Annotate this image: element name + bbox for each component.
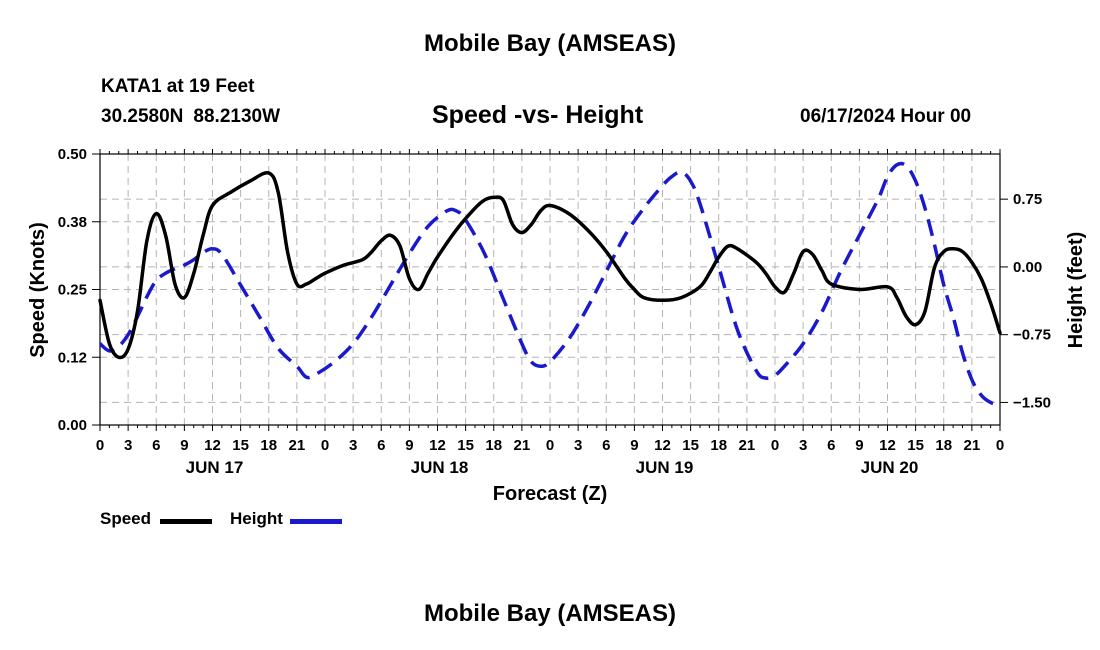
x-tick-label: 12 bbox=[204, 437, 221, 454]
x-tick-label: 3 bbox=[349, 437, 357, 454]
legend-label-height: Height bbox=[230, 509, 283, 528]
x-tick-label: 18 bbox=[485, 437, 502, 454]
x-tick-label: 6 bbox=[827, 437, 835, 454]
y-right-tick-label: −1.50 bbox=[1013, 394, 1051, 411]
x-tick-label: 18 bbox=[260, 437, 277, 454]
x-tick-label: 18 bbox=[935, 437, 952, 454]
y-right-tick-label: 0.00 bbox=[1013, 259, 1042, 276]
x-tick-label: 15 bbox=[232, 437, 249, 454]
axis-labels: 0 3 6 9 12 15 18 21 0 3 6 9 12 15 18 21 0 3 6 9 12 15 18 21 0 3 6 9… bbox=[58, 146, 1051, 477]
x-tick-label: 15 bbox=[457, 437, 474, 454]
x-day-label: JUN 18 bbox=[411, 458, 469, 477]
x-tick-label: 9 bbox=[180, 437, 188, 454]
grid-lines bbox=[100, 154, 1000, 425]
x-tick-label: 6 bbox=[602, 437, 610, 454]
x-tick-label: 18 bbox=[710, 437, 727, 454]
y-left-tick-label: 0.00 bbox=[58, 417, 87, 434]
y-left-tick-label: 0.38 bbox=[58, 214, 87, 231]
x-tick-label: 6 bbox=[152, 437, 160, 454]
legend-label-speed: Speed bbox=[100, 509, 152, 528]
x-tick-label: 12 bbox=[879, 437, 896, 454]
x-tick-label: 12 bbox=[654, 437, 671, 454]
x-tick-label: 9 bbox=[630, 437, 638, 454]
right-axis-title: Height (feet) bbox=[1065, 232, 1087, 349]
left-axis-title: Speed (Knots) bbox=[27, 222, 49, 358]
x-tick-label: 15 bbox=[907, 437, 924, 454]
chart-title: Speed -vs- Height bbox=[432, 101, 644, 129]
y-left-tick-label: 0.25 bbox=[58, 282, 87, 299]
y-left-tick-label: 0.12 bbox=[58, 349, 87, 366]
x-day-label: JUN 20 bbox=[861, 458, 919, 477]
x-axis-title: Forecast (Z) bbox=[493, 483, 607, 505]
x-tick-label: 21 bbox=[964, 437, 981, 454]
series-lines bbox=[98, 161, 1002, 407]
x-tick-label: 21 bbox=[289, 437, 306, 454]
x-tick-label: 0 bbox=[96, 437, 104, 454]
x-tick-label: 0 bbox=[321, 437, 329, 454]
legend-swatch-height bbox=[290, 519, 342, 524]
y-right-tick-label: −0.75 bbox=[1013, 327, 1051, 344]
longitude-label: 88.2130W bbox=[193, 106, 281, 127]
series-line-speed bbox=[98, 170, 1002, 360]
x-tick-label: 9 bbox=[855, 437, 863, 454]
y-left-tick-label: 0.50 bbox=[58, 146, 87, 163]
legend-swatch-speed bbox=[160, 519, 212, 524]
x-tick-label: 3 bbox=[124, 437, 132, 454]
x-tick-label: 0 bbox=[771, 437, 779, 454]
x-tick-label: 9 bbox=[405, 437, 413, 454]
x-day-label: JUN 19 bbox=[636, 458, 694, 477]
page-title: Mobile Bay (AMSEAS) bbox=[423, 30, 677, 57]
forecast-datetime: 06/17/2024 Hour 00 bbox=[800, 106, 972, 127]
page-title-repeat: Mobile Bay (AMSEAS) bbox=[423, 600, 677, 627]
x-tick-label: 6 bbox=[377, 437, 385, 454]
latitude-label: 30.2580N bbox=[101, 106, 184, 127]
y-right-tick-label: 0.75 bbox=[1013, 191, 1042, 208]
x-tick-label: 0 bbox=[996, 437, 1004, 454]
speed-height-chart: 0 3 6 9 12 15 18 21 0 3 6 9 12 15 18 21 0 3 6 9 12 15 18 21 0 3 6 9… bbox=[27, 146, 1087, 505]
x-day-label: JUN 17 bbox=[186, 458, 244, 477]
x-tick-label: 12 bbox=[429, 437, 446, 454]
x-tick-label: 0 bbox=[546, 437, 554, 454]
x-tick-label: 15 bbox=[682, 437, 699, 454]
x-tick-label: 3 bbox=[574, 437, 582, 454]
station-coordinates: 30.2580N 88.2130W bbox=[101, 106, 280, 128]
axis-ticks bbox=[92, 149, 1008, 431]
station-label: KATA1 at 19 Feet bbox=[101, 76, 255, 97]
x-tick-label: 21 bbox=[514, 437, 531, 454]
x-tick-label: 21 bbox=[739, 437, 756, 454]
series-line-height bbox=[98, 161, 1001, 407]
x-tick-label: 3 bbox=[799, 437, 807, 454]
